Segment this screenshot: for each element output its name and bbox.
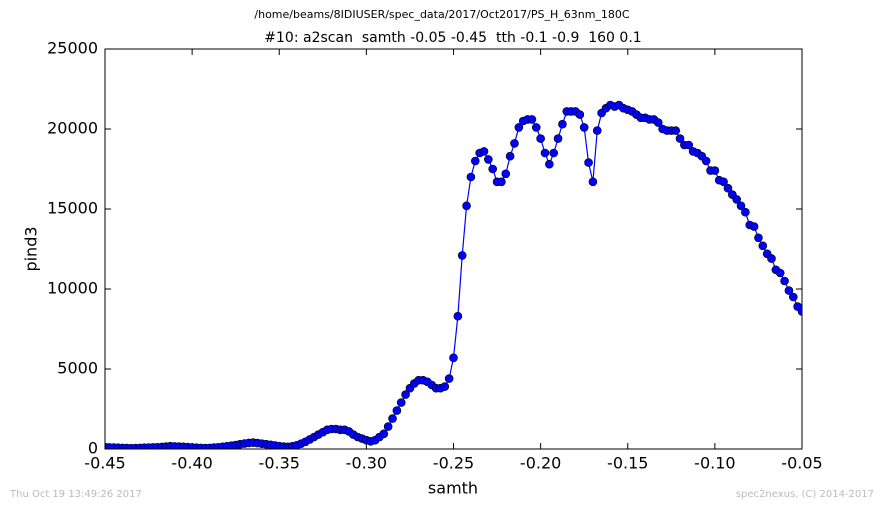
data-point xyxy=(470,156,480,166)
x-tick-label: -0.25 xyxy=(433,454,474,473)
data-point xyxy=(453,311,463,321)
data-point xyxy=(592,126,602,135)
data-point xyxy=(736,201,746,211)
x-tick-label: -0.40 xyxy=(171,454,212,473)
y-tick-label: 15000 xyxy=(47,199,98,218)
x-tick-label: -0.10 xyxy=(694,454,735,473)
data-point xyxy=(549,148,558,158)
data-point xyxy=(719,177,728,187)
data-point xyxy=(788,292,798,302)
data-point xyxy=(388,414,397,423)
data-point xyxy=(732,195,741,204)
x-tick-label: -0.35 xyxy=(259,454,300,473)
data-point xyxy=(536,134,545,143)
data-point xyxy=(758,241,768,251)
data-point xyxy=(479,147,489,156)
data-point xyxy=(710,166,720,175)
data-point xyxy=(440,382,450,391)
data-point xyxy=(775,268,785,278)
y-tick-label: 25000 xyxy=(47,39,98,58)
chart-title: #10: a2scan samth -0.05 -0.45 tth -0.1 -… xyxy=(264,30,641,46)
data-point xyxy=(510,139,519,148)
data-point xyxy=(780,276,789,286)
x-tick-label: -0.20 xyxy=(520,454,561,473)
data-point xyxy=(497,177,506,187)
footer-left: Thu Oct 19 13:49:26 2017 xyxy=(9,489,142,500)
y-tick-label: 10000 xyxy=(47,279,98,298)
data-point xyxy=(540,148,550,158)
data-point xyxy=(505,151,515,161)
data-point xyxy=(684,140,694,150)
data-point xyxy=(579,123,589,132)
data-point xyxy=(449,353,458,363)
data-point xyxy=(754,233,763,243)
data-point xyxy=(444,374,454,383)
x-tick-label: -0.15 xyxy=(607,454,648,473)
data-point xyxy=(484,155,493,164)
data-point xyxy=(741,207,750,217)
data-point xyxy=(558,119,567,129)
data-point xyxy=(545,159,554,169)
data-point xyxy=(723,183,733,193)
data-point xyxy=(797,307,802,316)
y-axis-label: pind3 xyxy=(22,226,41,271)
data-point xyxy=(501,169,511,179)
data-point xyxy=(514,123,524,132)
x-tick-label: -0.30 xyxy=(346,454,387,473)
x-axis-label: samth xyxy=(428,479,478,498)
data-point xyxy=(396,398,406,407)
data-point xyxy=(575,110,585,119)
data-point xyxy=(767,254,776,263)
y-tick-label: 20000 xyxy=(47,119,98,138)
data-point xyxy=(675,134,685,143)
data-point xyxy=(784,286,794,295)
data-point xyxy=(671,126,680,135)
y-tick-label: 5000 xyxy=(57,359,98,378)
data-point xyxy=(653,118,663,127)
data-point xyxy=(383,422,393,431)
suptitle: /home/beams/8IDIUSER/spec_data/2017/Oct2… xyxy=(254,8,630,21)
data-point xyxy=(488,164,498,174)
data-point xyxy=(527,115,537,124)
data-point xyxy=(553,134,563,143)
data-point xyxy=(749,222,759,231)
data-point xyxy=(584,158,593,167)
data-point xyxy=(466,172,476,182)
x-tick-label: -0.05 xyxy=(781,454,822,473)
y-tick-label: 0 xyxy=(88,439,98,458)
plot-frame xyxy=(104,48,803,450)
data-point xyxy=(379,429,389,439)
data-point xyxy=(701,156,711,166)
data-point xyxy=(588,177,598,187)
data-point xyxy=(392,406,402,415)
data-point xyxy=(457,251,467,260)
x-tick-label: -0.45 xyxy=(84,454,125,473)
data-point xyxy=(531,123,541,132)
footer-right: spec2nexus, (C) 2014-2017 xyxy=(736,489,874,500)
data-point xyxy=(401,390,410,399)
data-point xyxy=(462,201,471,211)
